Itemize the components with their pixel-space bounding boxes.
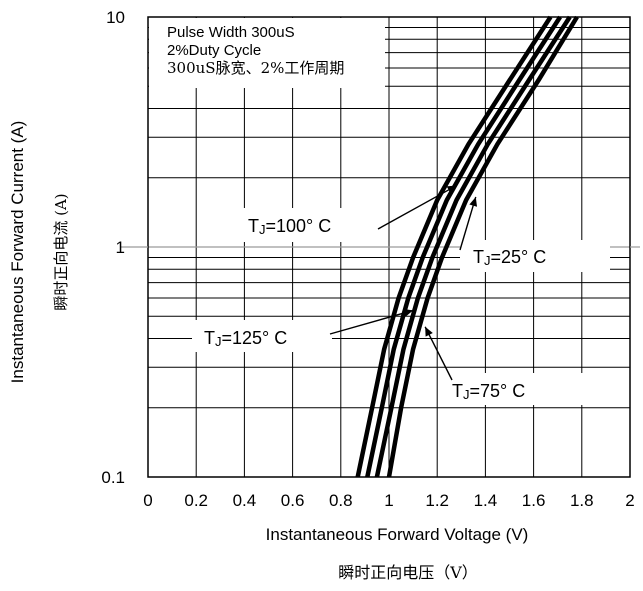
annotation-arrowhead [469, 196, 478, 207]
y-tick-label: 10 [106, 8, 125, 27]
y-axis-label: Instantaneous Forward Current (A) [8, 121, 27, 384]
y-tick-label: 1 [116, 238, 125, 257]
x-tick-label: 0.6 [281, 491, 305, 510]
series-label-main: T [204, 328, 215, 348]
series-label: TJ=75° C [452, 381, 525, 402]
annotation-label-bg [192, 320, 332, 352]
annotation-leader [459, 196, 477, 251]
series-line [374, 15, 572, 478]
info-box-line: 2%Duty Cycle [167, 42, 261, 59]
x-tick-label: 0 [143, 491, 152, 510]
x-tick-label: 1.2 [425, 491, 449, 510]
series-label-rest: =75° C [470, 381, 526, 401]
info-box-line: 300uS脉宽、2%工作周期 [167, 59, 344, 77]
y-axis-label-cn: 瞬时正向电流 (A) [52, 193, 70, 310]
series-label: TJ=125° C [204, 328, 287, 349]
series-label-sub: J [215, 334, 222, 349]
x-axis-label: Instantaneous Forward Voltage (V) [266, 525, 529, 544]
series-label: TJ=100° C [248, 216, 331, 237]
series-label: TJ=25° C [473, 247, 546, 268]
annotation-leader [424, 326, 453, 381]
x-tick-label: 1 [384, 491, 393, 510]
series-line [365, 15, 562, 478]
series-line [386, 15, 579, 478]
series-label-main: T [473, 247, 484, 267]
axis-layer: 0 0.2 0.4 0.6 0.8 1 1.2 1.4 1.6 1.8 2 10 1 0.1 Instant… [8, 8, 640, 582]
series-label-rest: =25° C [491, 247, 547, 267]
series-label-rest: =100° C [266, 216, 332, 236]
series-line [355, 15, 553, 478]
x-tick-label: 1.6 [522, 491, 546, 510]
annotation-label-bg [460, 240, 610, 272]
x-tick-label: 1.8 [570, 491, 594, 510]
series-label-main: T [452, 381, 463, 401]
series-label-rest: =125° C [222, 328, 288, 348]
x-tick-label: 2 [625, 491, 634, 510]
series-layer [355, 15, 579, 478]
x-tick-label: 0.4 [233, 491, 257, 510]
annotation-label-bg [440, 373, 590, 405]
annotation-arrowhead [446, 185, 457, 194]
annotation-label-bg [236, 208, 384, 242]
x-tick-label: 0.2 [184, 491, 208, 510]
info-box-bg [149, 18, 385, 88]
series-label-sub: J [463, 387, 470, 402]
annotation-layer: TJ=100° CTJ=25° CTJ=125° CTJ=75° C [192, 184, 610, 405]
series-label-main: T [248, 216, 259, 236]
annotation-leader [329, 309, 414, 335]
annotation-leader [377, 184, 457, 230]
y-tick-label: 0.1 [101, 468, 125, 487]
annotation-arrowhead [403, 309, 414, 317]
annotation-arrowhead [425, 326, 433, 337]
x-tick-label: 1.4 [474, 491, 498, 510]
info-box-line: Pulse Width 300uS [167, 24, 295, 41]
x-tick-label: 0.8 [329, 491, 353, 510]
x-axis-label-cn: 瞬时正向电压（V） [338, 563, 478, 582]
series-label-sub: J [484, 253, 491, 268]
series-label-sub: J [259, 222, 266, 237]
